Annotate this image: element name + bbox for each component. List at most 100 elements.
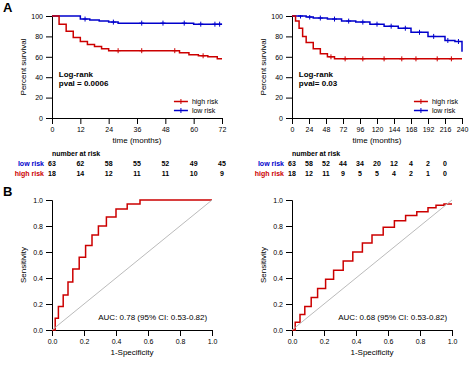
tick-label: 0.4 [352,338,362,345]
tick: 36 [134,118,142,133]
tick-label: 0.8 [33,223,43,230]
tick-mark [420,330,421,336]
tick-mark [46,16,52,17]
tick-label: 40 [275,74,283,81]
tick-mark [286,226,292,227]
tick-label: 0.6 [144,338,154,345]
censor-mark [116,48,121,53]
annotation-line: Log-rank [59,70,94,79]
axis-line [286,17,293,119]
legend-symbol [178,108,183,113]
survival-curve [52,16,222,24]
tick-mark [180,330,181,336]
tick: 0.4 [352,330,362,345]
tick-label: 120 [372,126,384,133]
y-axis: 0.00.20.40.60.81.0 [273,197,292,334]
risk-count: 18 [288,170,296,177]
tick-mark [165,118,166,124]
tick-mark [286,16,292,17]
panel: 0.00.20.40.60.81.00.00.20.40.60.81.01-Sp… [19,197,217,357]
tick-mark [46,98,52,99]
risk-row-label: high risk [255,170,284,178]
panel: 024487296120144168192216240020406080100t… [255,13,469,178]
censor-mark [201,53,206,58]
risk-count: 12 [390,160,398,167]
tick: 0 [279,115,292,122]
tick: 0.4 [112,330,122,345]
roc-curve [52,200,212,330]
tick-label: 48 [323,126,331,133]
x-axis-title: 1-Specificity [350,348,393,357]
tick-mark [46,278,52,279]
risk-count: 2 [409,170,413,177]
tick: 96 [357,118,365,133]
annotation-line: AUC: 0.68 (95% CI: 0.53-0.82) [338,313,447,322]
censor-mark [389,24,394,29]
annotation: AUC: 0.78 (95% CI: 0.53-0.82) [98,313,207,322]
tick-label: 0.0 [273,327,283,334]
legend-symbol [418,99,423,104]
tick: 144 [389,118,401,133]
tick-label: 24 [105,126,113,133]
risk-count: 14 [76,170,84,177]
risk-count: 4 [392,170,396,177]
tick-label: 1.0 [448,338,458,345]
tick-label: 0.8 [416,338,426,345]
tick-label: 12 [77,126,85,133]
legend: high risklow risk [174,98,219,114]
x-axis: 0.00.20.40.60.81.0 [48,330,218,345]
censor-mark [456,39,461,44]
tick-label: 80 [275,33,283,40]
tick: 60 [275,54,292,61]
tick-mark [46,57,52,58]
tick-label: 72 [219,126,227,133]
tick: 0.8 [33,223,52,230]
censor-mark [403,26,408,31]
censor-mark [449,56,454,61]
risk-row-label: low risk [258,160,284,167]
x-axis-title: time (months) [113,136,162,145]
tick-mark [46,226,52,227]
risk-count: 2 [426,160,430,167]
tick-mark [343,118,344,124]
tick-label: 0.8 [176,338,186,345]
tick-mark [286,98,292,99]
tick-label: 60 [275,54,283,61]
tick-mark [80,118,81,124]
tick-label: 20 [275,94,283,101]
tick: 168 [406,118,418,133]
tick: 0.8 [416,330,426,345]
tick-label: 0.2 [273,301,283,308]
censor-mark [360,56,365,61]
legend-label: high risk [432,98,459,106]
x-axis: 0122436486072 [51,118,227,133]
tick-label: 216 [440,126,452,133]
risk-count: 62 [76,160,84,167]
risk-count: 20 [373,160,381,167]
tick: 20 [275,94,292,101]
risk-table-title: number at risk [292,150,340,157]
censor-mark [332,17,337,22]
y-axis: 0.00.20.40.60.81.0 [33,197,52,334]
annotation-line: pval= 0.03 [299,79,338,88]
tick-mark [46,200,52,201]
censor-mark [360,20,365,25]
tick-mark [286,200,292,201]
tick-mark [388,330,389,336]
survival-curve [52,16,222,59]
tick-mark [286,252,292,253]
tick-mark [286,304,292,305]
tick-label: 96 [357,126,365,133]
tick-label: 0.4 [33,275,43,282]
tick: 0.6 [144,330,154,345]
tick: 48 [162,118,170,133]
risk-count: 44 [339,160,347,167]
tick: 192 [423,118,435,133]
risk-count: 9 [220,170,224,177]
plot-area [52,200,212,330]
roc-curve [292,200,452,330]
tick-mark [286,278,292,279]
tick: 240 [457,118,469,133]
tick: 40 [275,74,292,81]
tick-label: 0.2 [320,338,330,345]
